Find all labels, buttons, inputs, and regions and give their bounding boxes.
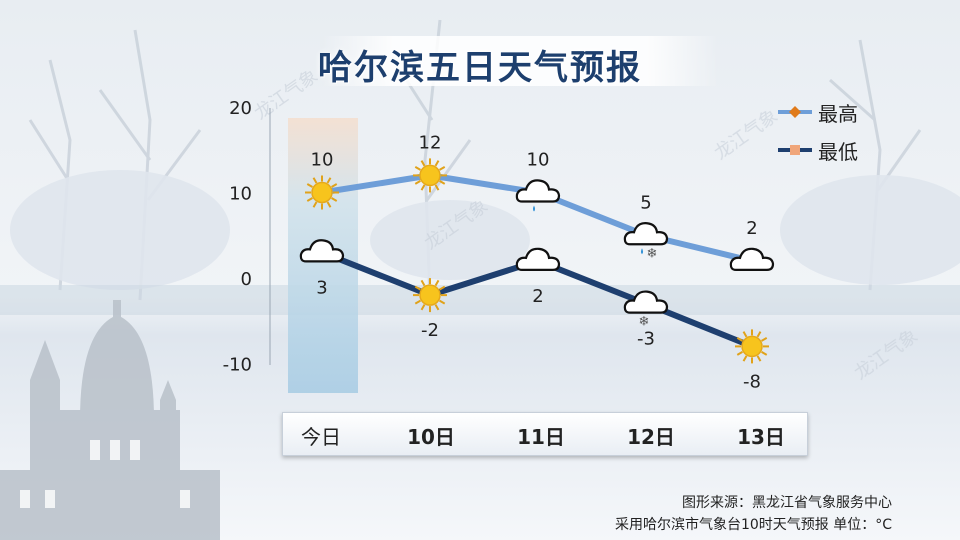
footer-source: 图形来源：黑龙江省气象服务中心 — [682, 495, 892, 511]
data-labels: 10 12 10 5 2 3 -2 2 -3 -8 — [311, 132, 761, 392]
footer-note: 采用哈尔滨市气象台10时天气预报 单位：°C — [614, 517, 892, 533]
cloud-icon — [299, 239, 345, 263]
x-tick-label: 今日 — [301, 425, 341, 449]
data-label: 10 — [527, 150, 550, 171]
svg-text:❄: ❄ — [647, 246, 658, 261]
legend-label-low: 最低 — [818, 140, 858, 164]
data-label: 12 — [419, 132, 442, 153]
data-label: 10 — [311, 150, 334, 171]
weather-icons: ❄❄ — [299, 158, 775, 364]
title-band — [320, 36, 720, 86]
x-tick-label: 12日 — [627, 425, 675, 449]
data-label: 2 — [746, 218, 757, 239]
y-tick-label: -10 — [223, 355, 252, 376]
sun-icon — [413, 278, 447, 313]
legend-mark-high — [778, 106, 812, 118]
x-tick-label: 11日 — [517, 425, 565, 449]
sun-icon — [735, 329, 769, 364]
page-title: 哈尔滨五日天气预报 — [318, 48, 642, 88]
data-label: 3 — [316, 277, 327, 298]
data-label: -2 — [421, 320, 439, 341]
y-tick-label: 10 — [229, 184, 252, 205]
data-label: -3 — [637, 329, 655, 350]
data-label: 2 — [532, 286, 543, 307]
x-tick-label: 10日 — [407, 425, 455, 449]
legend-marks — [778, 106, 812, 155]
cloud-snow-icon: ❄ — [623, 290, 669, 330]
cloud-rain-icon — [515, 179, 561, 212]
data-label: 5 — [640, 192, 651, 213]
sun-icon — [305, 175, 339, 210]
sun-icon — [413, 158, 447, 193]
y-tick-label: 20 — [229, 98, 252, 119]
x-tick-label: 13日 — [737, 425, 785, 449]
day-axis: 今日 10日 11日 12日 13日 — [282, 412, 808, 456]
y-tick-labels: 20 10 0 -10 — [223, 98, 252, 376]
cloud-icon — [515, 247, 561, 271]
svg-text:❄: ❄ — [639, 315, 650, 330]
cloud-icon — [729, 247, 775, 271]
data-label: -8 — [743, 371, 761, 392]
legend-mark-low — [778, 145, 812, 155]
legend-label-high: 最高 — [818, 102, 858, 126]
cloud-rain-snow-icon: ❄ — [623, 222, 669, 261]
y-tick-label: 0 — [241, 269, 252, 290]
